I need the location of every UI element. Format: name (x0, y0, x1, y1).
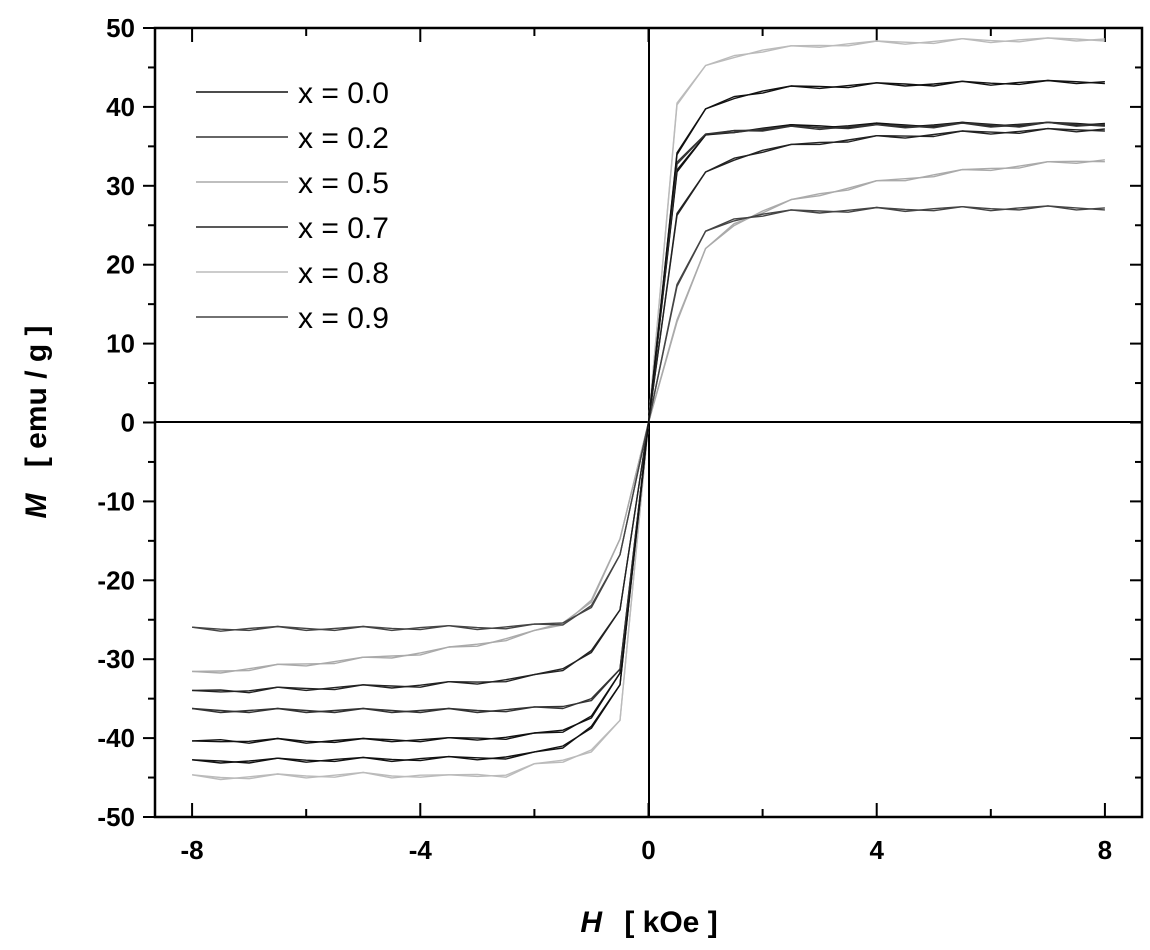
y-tick-label: 40 (106, 92, 135, 122)
x-axis-unit: [ kOe ] (624, 906, 717, 939)
series-line (192, 79, 1105, 764)
x-tick-label: -4 (409, 835, 433, 865)
legend-label: x = 0.7 (298, 212, 389, 245)
legend: x = 0.0 x = 0.2 x = 0.5 x = 0.7 x = 0.8 x = 0… (196, 77, 389, 335)
y-tick-label: 50 (106, 13, 135, 43)
y-tick-label: -40 (97, 723, 135, 753)
x-tick-label: 8 (1098, 835, 1112, 865)
x-axis-title: H [ kOe ] (580, 906, 717, 939)
y-tick-label: 20 (106, 250, 135, 280)
y-tick-label: -30 (97, 644, 135, 674)
legend-label: x = 0.2 (298, 122, 389, 155)
x-tick-label: 4 (869, 835, 884, 865)
legend-label: x = 0.5 (298, 167, 389, 200)
y-tick-label: -10 (97, 486, 135, 516)
y-axis-unit: [ emu / g ] (20, 325, 53, 467)
legend-label: x = 0.9 (298, 302, 389, 335)
axis-ticks (143, 27, 1142, 818)
x-axis-symbol: H (580, 906, 603, 939)
y-tick-label: 10 (106, 329, 135, 359)
x-tick-label: 0 (641, 835, 655, 865)
legend-label: x = 0.0 (298, 77, 389, 110)
data-series (191, 37, 1105, 781)
series-unlabeled (192, 79, 1105, 764)
y-tick-label: 0 (121, 408, 135, 438)
y-tick-label: 30 (106, 171, 135, 201)
y-axis-symbol: M (20, 493, 53, 519)
y-axis-title: M [ emu / g ] (20, 325, 53, 518)
legend-label: x = 0.8 (298, 257, 389, 290)
y-tick-label: -50 (97, 802, 135, 832)
y-tick-label: -20 (97, 565, 135, 595)
x-tick-label: -8 (181, 835, 204, 865)
